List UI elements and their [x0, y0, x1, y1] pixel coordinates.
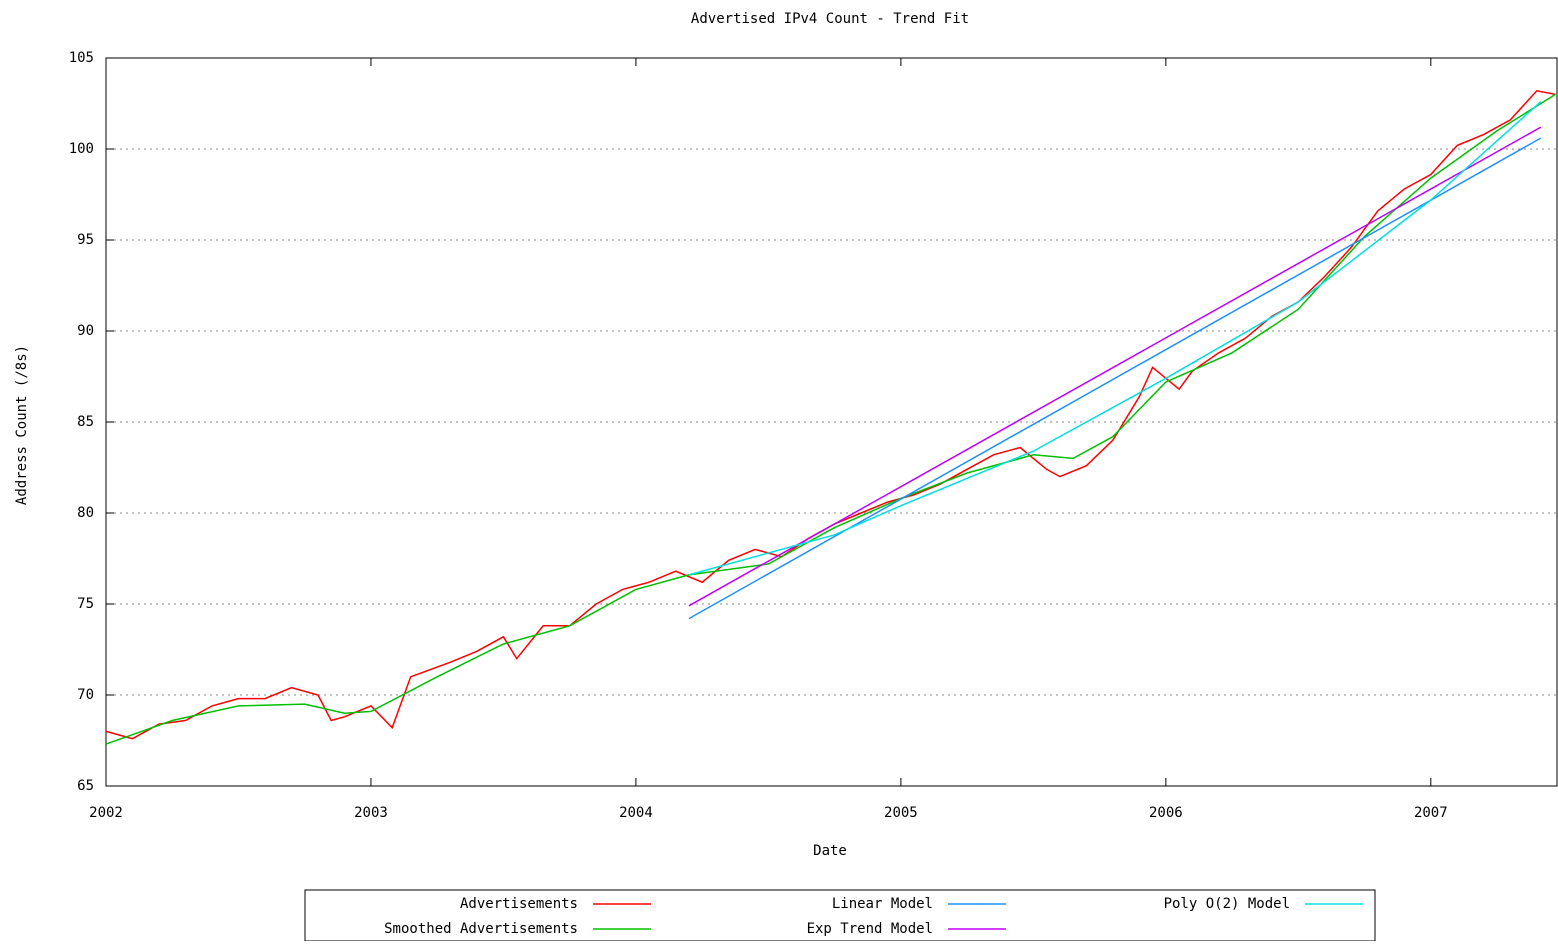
- x-tick-label: 2004: [619, 805, 653, 821]
- y-tick-label: 75: [77, 596, 94, 612]
- y-tick-label: 85: [77, 414, 94, 430]
- legend-label: Smoothed Advertisements: [384, 921, 578, 937]
- legend-label: Linear Model: [832, 896, 933, 912]
- x-tick-label: 2007: [1414, 805, 1448, 821]
- legend-label: Advertisements: [460, 896, 578, 912]
- x-tick-label: 2005: [884, 805, 918, 821]
- series-line: [105, 93, 1556, 745]
- y-tick-label: 90: [77, 323, 94, 339]
- series-line: [105, 89, 1556, 740]
- x-tick-label: 2006: [1149, 805, 1183, 821]
- legend-label: Poly O(2) Model: [1164, 896, 1290, 912]
- x-axis-label: Date: [813, 843, 847, 859]
- x-tick-label: 2003: [354, 805, 388, 821]
- y-tick-label: 100: [69, 141, 94, 157]
- y-tick-label: 80: [77, 505, 94, 521]
- y-tick-label: 105: [69, 50, 94, 66]
- series-line: [688, 126, 1542, 607]
- legend-label: Exp Trend Model: [807, 921, 933, 937]
- y-tick-label: 70: [77, 687, 94, 703]
- legend-box: [304, 889, 1376, 942]
- y-axis-label: Address Count (/8s): [14, 345, 30, 505]
- y-tick-label: 95: [77, 232, 94, 248]
- y-tick-label: 65: [77, 778, 94, 794]
- chart-title: Advertised IPv4 Count - Trend Fit: [691, 11, 969, 27]
- series-line: [688, 101, 1542, 576]
- x-tick-label: 2002: [89, 805, 123, 821]
- series-line: [688, 137, 1542, 620]
